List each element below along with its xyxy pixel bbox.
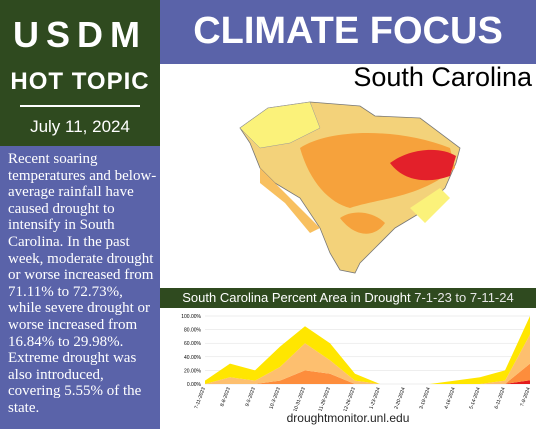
y-tick-label: 40.00% xyxy=(184,355,202,361)
x-tick-label: 7-9-2024 xyxy=(519,386,532,407)
y-tick-label: 20.00% xyxy=(184,368,202,374)
x-tick-label: 4-16-2024 xyxy=(443,386,457,410)
x-tick-label: 5-14-2024 xyxy=(468,386,482,410)
map xyxy=(239,101,461,274)
y-tick-label: 80.00% xyxy=(184,328,202,334)
x-tick-label: 11-28-2023 xyxy=(318,386,332,411)
date: July 11, 2024 xyxy=(30,117,130,136)
x-tick-label: 1-23-2024 xyxy=(368,386,382,410)
x-tick-label: 9-5-2023 xyxy=(244,386,257,407)
area xyxy=(205,334,530,384)
chart-title: South Carolina Percent Area in Drought xyxy=(182,290,411,305)
topic: HOT TOPIC xyxy=(10,68,150,95)
map-region xyxy=(239,101,321,149)
brand: USDM xyxy=(13,14,147,55)
chart-subtitle: 7-1-23 to 7-11-24 xyxy=(414,290,514,305)
x-tick-label: 12-26-2023 xyxy=(342,386,356,411)
x-tick-label: 10-31-2023 xyxy=(292,386,306,411)
y-tick-label: 0.00% xyxy=(187,382,202,388)
title: CLIMATE FOCUS xyxy=(193,10,503,52)
x-tick-label: 7-11-2023 xyxy=(194,386,207,409)
brand-panel xyxy=(0,0,160,146)
chart-title-bar: South Carolina Percent Area in Drought 7… xyxy=(160,288,536,308)
map-region xyxy=(260,168,320,233)
x-tick-label: 3-19-2024 xyxy=(418,386,432,410)
area xyxy=(205,363,530,384)
x-tick-label: 8-8-2023 xyxy=(219,386,232,407)
divider xyxy=(20,105,140,107)
body-text: Recent soaring temperatures and below-av… xyxy=(8,151,157,416)
x-tick-label: 2-20-2024 xyxy=(393,386,407,410)
y-tick-label: 60.00% xyxy=(184,341,202,347)
text-panel xyxy=(0,146,160,429)
region: South Carolina xyxy=(353,62,532,92)
map-region xyxy=(410,188,450,223)
area xyxy=(205,316,530,384)
map-region xyxy=(390,149,456,181)
x-tick-label: 10-3-2023 xyxy=(268,386,282,410)
chart: 0.00% 20.00% 40.00% 60.00% 80.00% 100.00% 7-11… xyxy=(181,314,532,411)
map-region xyxy=(340,212,385,234)
source: droughtmonitor.unl.edu xyxy=(286,411,410,425)
x-tick-label: 6-11-2024 xyxy=(494,386,507,409)
header-band xyxy=(160,0,536,64)
y-tick-label: 100.00% xyxy=(181,314,201,320)
